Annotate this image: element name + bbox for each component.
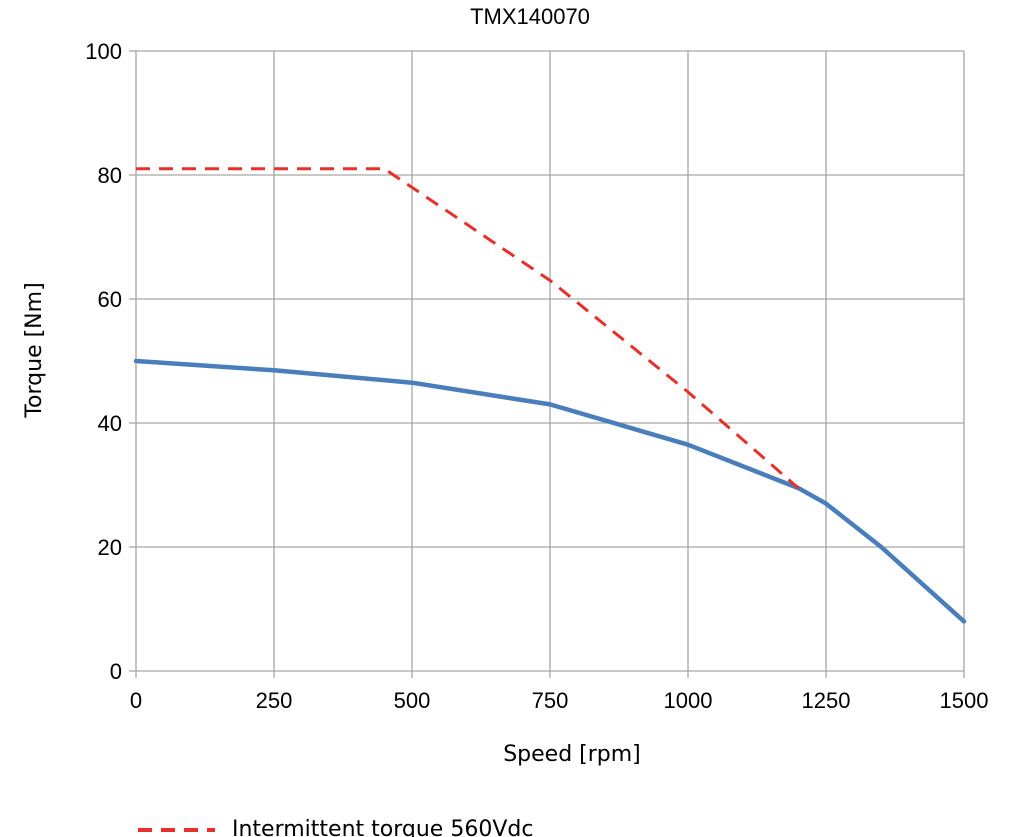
grid xyxy=(136,50,965,671)
y-tick-label: 100 xyxy=(85,39,122,64)
x-tick-label: 750 xyxy=(532,688,569,713)
y-axis-title: Torque [Nm] xyxy=(22,282,47,418)
y-tick-label: 80 xyxy=(98,163,122,188)
x-tick-label: 0 xyxy=(130,688,142,713)
x-tick-label: 500 xyxy=(394,688,431,713)
x-tick-label: 250 xyxy=(256,688,293,713)
x-tick-label: 1500 xyxy=(940,688,989,713)
y-tick-label: 40 xyxy=(98,411,122,436)
legend-label-intermittent: Intermittent torque 560Vdc xyxy=(232,817,533,837)
x-axis-title: Speed [rpm] xyxy=(503,742,641,767)
x-tick-label: 1000 xyxy=(664,688,713,713)
x-tick-label: 1250 xyxy=(802,688,851,713)
series-layer xyxy=(133,167,967,624)
chart-title: TMX140070 xyxy=(470,4,590,29)
legend: Intermittent torque 560Vdc xyxy=(138,817,533,837)
y-tick-label: 0 xyxy=(110,659,122,684)
y-tick-label: 60 xyxy=(98,287,122,312)
series-line-intermittent-torque xyxy=(136,167,800,490)
x-tick-labels: 0 250 500 750 1000 1250 1500 xyxy=(130,688,989,713)
axes xyxy=(129,50,965,678)
series-line-continuous-torque xyxy=(133,358,967,624)
y-tick-label: 20 xyxy=(98,535,122,560)
y-tick-labels: 0 20 40 60 80 100 xyxy=(85,39,122,684)
